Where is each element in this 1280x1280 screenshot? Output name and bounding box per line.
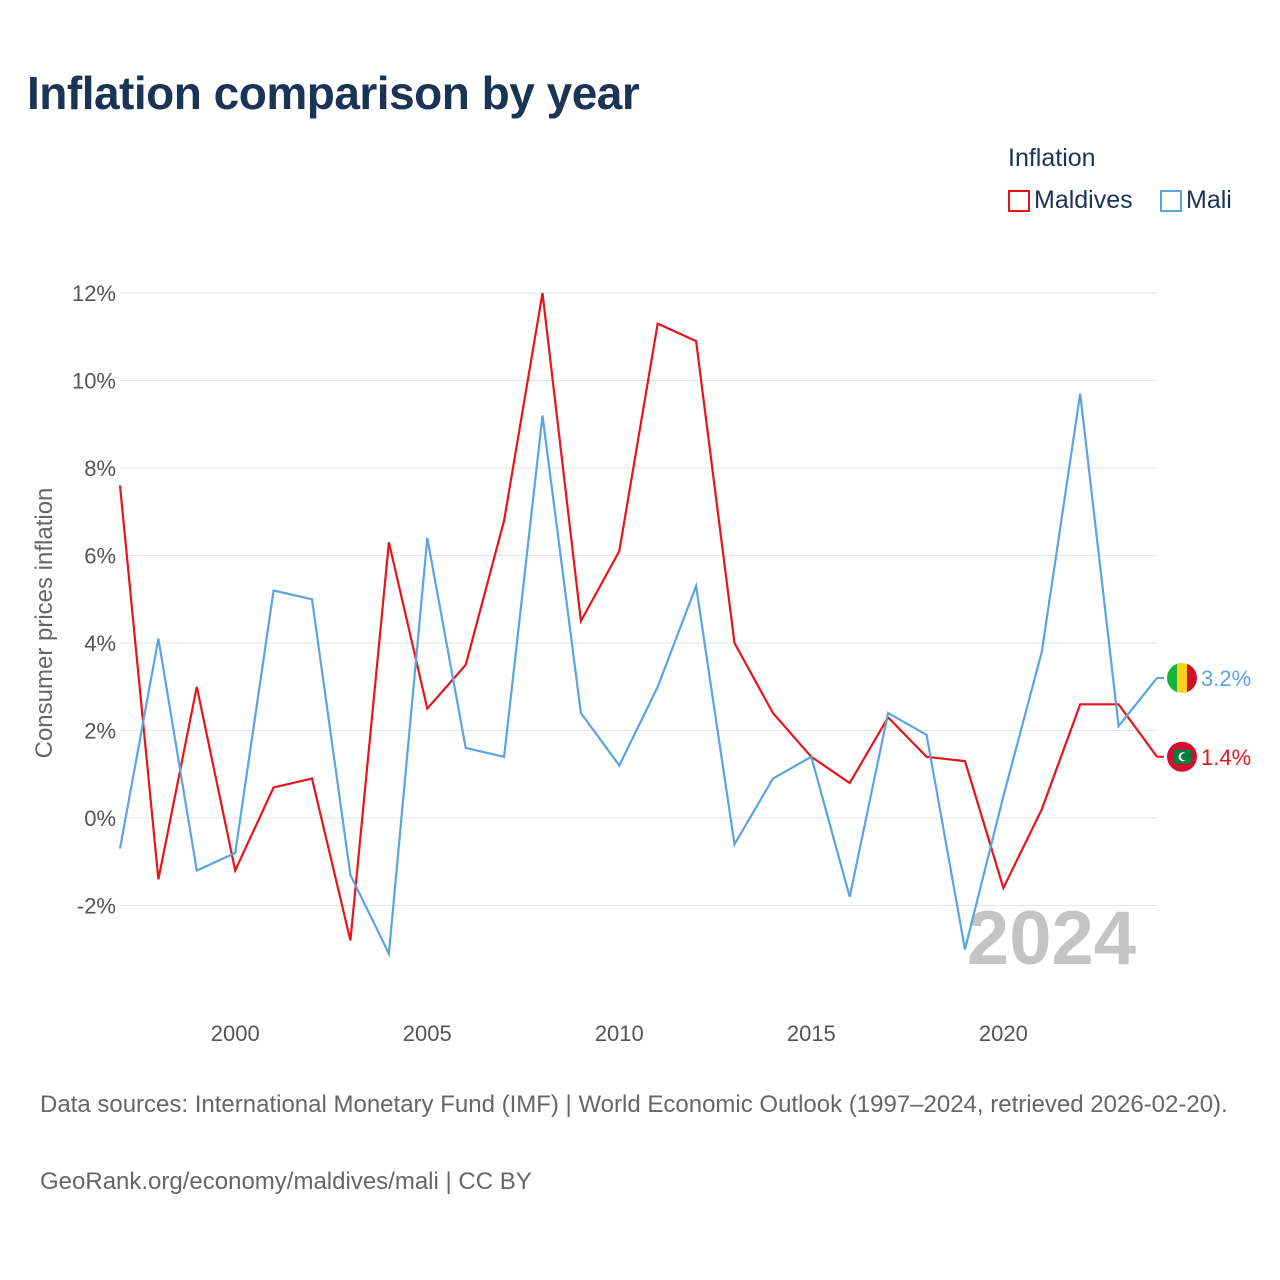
legend-label-maldives: Maldives	[1034, 186, 1133, 214]
flag-icon-mali	[1167, 663, 1197, 693]
legend-title: Inflation	[1008, 144, 1096, 172]
x-tick-label: 2015	[787, 1021, 836, 1046]
end-labels: 1.4% 3.2%	[1157, 663, 1251, 772]
series-line-mali	[118, 393, 1158, 958]
end-label-mali: 3.2%	[1201, 666, 1251, 691]
flag-icon-maldives	[1167, 741, 1197, 772]
year-watermark: 2024	[967, 896, 1136, 981]
x-axis-tick-labels: 2000 2005 2010 2015 2020	[211, 1021, 1028, 1046]
y-tick-label: 4%	[84, 631, 116, 656]
y-tick-label: 0%	[84, 806, 116, 831]
series-lines	[118, 292, 1158, 958]
series-line-maldives	[118, 292, 1158, 941]
x-tick-label: 2000	[211, 1021, 260, 1046]
y-tick-label: 8%	[84, 456, 116, 481]
y-axis-tick-labels: -2% 0% 2% 4% 6% 8% 10% 12%	[72, 281, 116, 919]
y-tick-label: -2%	[77, 894, 116, 919]
legend-swatch-maldives	[1008, 189, 1030, 212]
credit-link[interactable]: GeoRank.org/economy/maldives/mali | CC B…	[40, 1168, 532, 1195]
end-label-maldives: 1.4%	[1201, 745, 1251, 770]
legend-item-maldives[interactable]: Maldives	[1008, 186, 1133, 215]
legend-swatch-mali	[1160, 189, 1182, 212]
x-tick-label: 2020	[979, 1021, 1028, 1046]
y-tick-label: 6%	[84, 544, 116, 569]
gridlines	[120, 292, 1157, 906]
y-tick-label: 10%	[72, 369, 116, 394]
legend-label-mali: Mali	[1186, 186, 1232, 214]
chart-title: Inflation comparison by year	[27, 67, 640, 119]
data-sources-note: Data sources: International Monetary Fun…	[40, 1091, 1228, 1118]
y-tick-label: 12%	[72, 281, 116, 306]
y-axis-label: Consumer prices inflation	[31, 488, 58, 759]
legend-item-mali[interactable]: Mali	[1160, 186, 1232, 215]
x-tick-label: 2005	[403, 1021, 452, 1046]
x-tick-label: 2010	[595, 1021, 644, 1046]
y-tick-label: 2%	[84, 719, 116, 744]
